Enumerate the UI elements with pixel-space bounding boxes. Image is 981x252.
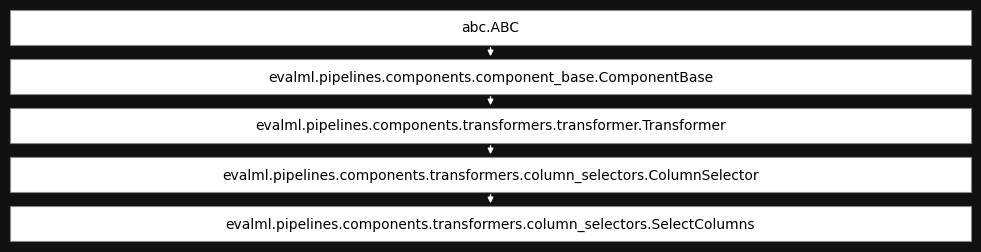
- Text: evalml.pipelines.components.component_base.ComponentBase: evalml.pipelines.components.component_ba…: [268, 70, 713, 84]
- Text: evalml.pipelines.components.transformers.column_selectors.SelectColumns: evalml.pipelines.components.transformers…: [226, 216, 755, 231]
- FancyBboxPatch shape: [10, 60, 971, 94]
- FancyBboxPatch shape: [10, 158, 971, 192]
- Text: evalml.pipelines.components.transformers.column_selectors.ColumnSelector: evalml.pipelines.components.transformers…: [222, 168, 759, 182]
- Text: abc.ABC: abc.ABC: [461, 21, 520, 35]
- FancyBboxPatch shape: [10, 206, 971, 241]
- Text: evalml.pipelines.components.transformers.transformer.Transformer: evalml.pipelines.components.transformers…: [255, 119, 726, 133]
- FancyBboxPatch shape: [10, 109, 971, 143]
- FancyBboxPatch shape: [10, 11, 971, 46]
